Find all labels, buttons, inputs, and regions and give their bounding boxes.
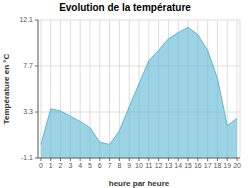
svg-text:7: 7 (108, 162, 112, 169)
svg-text:11: 11 (145, 162, 152, 169)
svg-text:3.3: 3.3 (23, 108, 33, 115)
svg-text:1: 1 (49, 162, 53, 169)
svg-text:20: 20 (233, 162, 241, 169)
svg-text:19: 19 (223, 162, 231, 169)
svg-text:9: 9 (127, 162, 131, 169)
svg-text:-1.1: -1.1 (21, 154, 33, 161)
svg-text:heure par heure: heure par heure (109, 179, 170, 188)
svg-text:2: 2 (59, 162, 63, 169)
svg-text:18: 18 (214, 162, 222, 169)
svg-text:6: 6 (98, 162, 102, 169)
svg-text:8: 8 (117, 162, 121, 169)
html-text:Evolution de la température: Evolution de la température (59, 2, 191, 13)
svg-text:0: 0 (39, 162, 43, 169)
svg-text:14: 14 (174, 162, 182, 169)
svg-text:10: 10 (135, 162, 143, 169)
svg-text:15: 15 (184, 162, 192, 169)
svg-text:3: 3 (68, 162, 72, 169)
svg-text:17: 17 (204, 162, 212, 169)
svg-text:Température en °C: Température en °C (8, 53, 11, 124)
svg-text:16: 16 (194, 162, 202, 169)
svg-text:5: 5 (88, 162, 92, 169)
svg-text:4: 4 (78, 162, 82, 169)
svg-text:12: 12 (155, 162, 163, 169)
svg-text:13: 13 (165, 162, 173, 169)
svg-text:7.7: 7.7 (23, 62, 33, 69)
svg-text:12.1: 12.1 (19, 16, 33, 23)
